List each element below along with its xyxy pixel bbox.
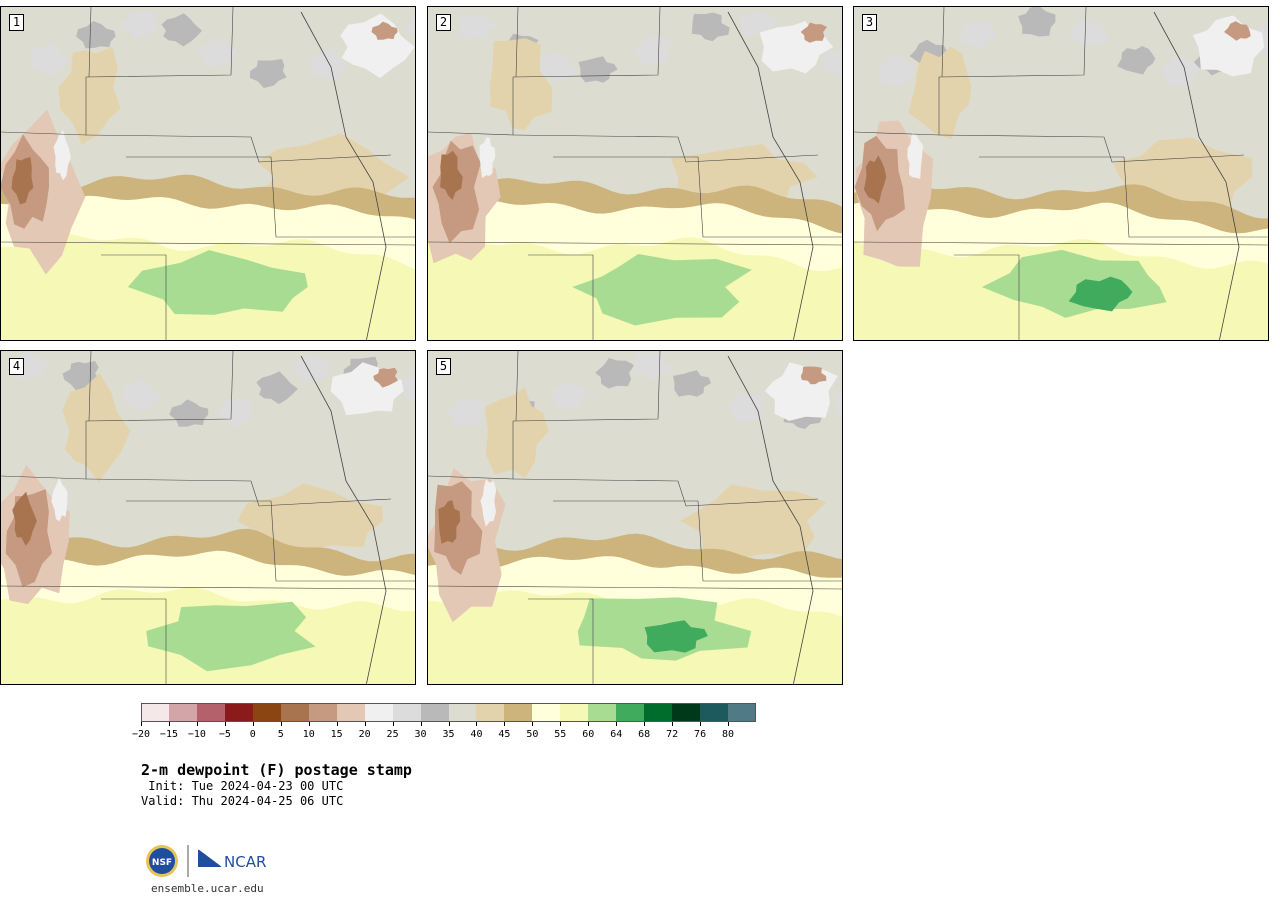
colorbar-tickmark xyxy=(672,722,674,726)
panel-label: 2 xyxy=(436,14,451,31)
title-block: 2-m dewpoint (F) postage stamp Init: Tue… xyxy=(141,761,412,809)
colorbar-tickmark xyxy=(196,722,198,726)
ncar-logo-text: NCAR xyxy=(224,853,266,871)
colorbar-swatch xyxy=(141,703,170,722)
colorbar-tickmark xyxy=(308,722,310,726)
dewpoint-map-5 xyxy=(428,351,842,684)
colorbar-swatch xyxy=(364,703,394,722)
colorbar-swatch xyxy=(532,703,561,722)
colorbar-tickmark xyxy=(700,722,702,726)
map-panel-2: 2 xyxy=(427,6,843,341)
colorbar-swatch xyxy=(420,703,449,722)
colorbar-swatch xyxy=(476,703,505,722)
colorbar-tickmark xyxy=(224,722,226,726)
colorbar-tick-label: −5 xyxy=(218,729,231,740)
colorbar-tickmark xyxy=(420,722,422,726)
colorbar-tickmark xyxy=(588,722,590,726)
colorbar-tick-label: −10 xyxy=(187,729,206,740)
map-panel-5: 5 xyxy=(427,350,843,685)
colorbar-tickmark xyxy=(616,722,618,726)
colorbar-tickmark xyxy=(280,722,282,726)
colorbar-tick-label: 15 xyxy=(330,729,343,740)
colorbar-tickmark xyxy=(532,722,534,726)
colorbar-swatch xyxy=(700,703,729,722)
colorbar-tick-label: 5 xyxy=(277,729,284,740)
colorbar-tick-label: 30 xyxy=(414,729,427,740)
panel-label: 1 xyxy=(9,14,24,31)
colorbar-swatch xyxy=(616,703,645,722)
website-url: ensemble.ucar.edu xyxy=(151,882,264,895)
colorbar-swatch xyxy=(252,703,282,722)
colorbar-tickmark xyxy=(448,722,450,726)
panel-label: 5 xyxy=(436,358,451,375)
colorbar-tickmark xyxy=(141,722,142,726)
colorbar-swatch xyxy=(672,703,701,722)
colorbar-tickmark xyxy=(476,722,478,726)
colorbar-tickmark xyxy=(728,722,730,726)
logo-block: NSF NCAR ensemble.ucar.edu xyxy=(144,843,274,895)
colorbar-tick-label: 25 xyxy=(386,729,399,740)
colorbar-swatch xyxy=(448,703,477,722)
nsf-ncar-logo: NSF NCAR xyxy=(146,845,266,877)
colorbar-swatch xyxy=(560,703,589,722)
panel-label: 4 xyxy=(9,358,24,375)
colorbar-swatch xyxy=(280,703,310,722)
colorbar-tick-label: 68 xyxy=(638,729,651,740)
colorbar-tick-label: −20 xyxy=(131,729,151,740)
colorbar-tick-label: 72 xyxy=(666,729,679,740)
colorbar-tick-label: 35 xyxy=(442,729,455,740)
dewpoint-map-3 xyxy=(854,7,1268,340)
map-panel-1: 1 xyxy=(0,6,416,341)
colorbar-frame xyxy=(141,703,756,722)
colorbar-swatch xyxy=(168,703,198,722)
valid-time: Valid: Thu 2024-04-25 06 UTC xyxy=(141,794,344,808)
colorbar-swatch xyxy=(196,703,226,722)
dewpoint-map-2 xyxy=(428,7,842,340)
colorbar-tickmark xyxy=(336,722,338,726)
colorbar-tick-label: 80 xyxy=(722,729,735,740)
colorbar-tickmark xyxy=(644,722,646,726)
colorbar-tickmark xyxy=(364,722,366,726)
colorbar-tickmark xyxy=(560,722,562,726)
chart-title: 2-m dewpoint (F) postage stamp xyxy=(141,761,412,779)
colorbar-tick-label: 0 xyxy=(249,729,256,740)
colorbar-tick-label: 45 xyxy=(498,729,511,740)
nsf-logo-text: NSF xyxy=(152,858,172,868)
init-time: Init: Tue 2024-04-23 00 UTC xyxy=(141,779,344,793)
colorbar-tick-label: 40 xyxy=(470,729,483,740)
colorbar-tickmark xyxy=(168,722,170,726)
colorbar-swatch xyxy=(392,703,422,722)
colorbar-tick-label: 60 xyxy=(582,729,595,740)
colorbar-swatch xyxy=(728,703,757,722)
colorbar-swatch xyxy=(588,703,617,722)
map-panel-3: 3 xyxy=(853,6,1269,341)
colorbar-swatch xyxy=(224,703,254,722)
colorbar-tick-label: 55 xyxy=(554,729,567,740)
colorbar-tick-label: 20 xyxy=(358,729,371,740)
colorbar-tick-label: 76 xyxy=(694,729,707,740)
colorbar-swatch xyxy=(336,703,366,722)
colorbar-tickmark xyxy=(252,722,254,726)
dewpoint-map-1 xyxy=(1,7,415,340)
colorbar-swatch xyxy=(308,703,338,722)
map-panel-4: 4 xyxy=(0,350,416,685)
colorbar-tickmark xyxy=(504,722,506,726)
colorbar-swatch xyxy=(504,703,533,722)
colorbar-tickmark xyxy=(392,722,394,726)
colorbar-tick-label: 64 xyxy=(610,729,623,740)
colorbar-tick-label: 50 xyxy=(526,729,539,740)
panel-label: 3 xyxy=(862,14,877,31)
dewpoint-map-4 xyxy=(1,351,415,684)
colorbar-swatch xyxy=(644,703,673,722)
colorbar-tick-label: 10 xyxy=(302,729,315,740)
colorbar-tick-label: −15 xyxy=(159,729,178,740)
